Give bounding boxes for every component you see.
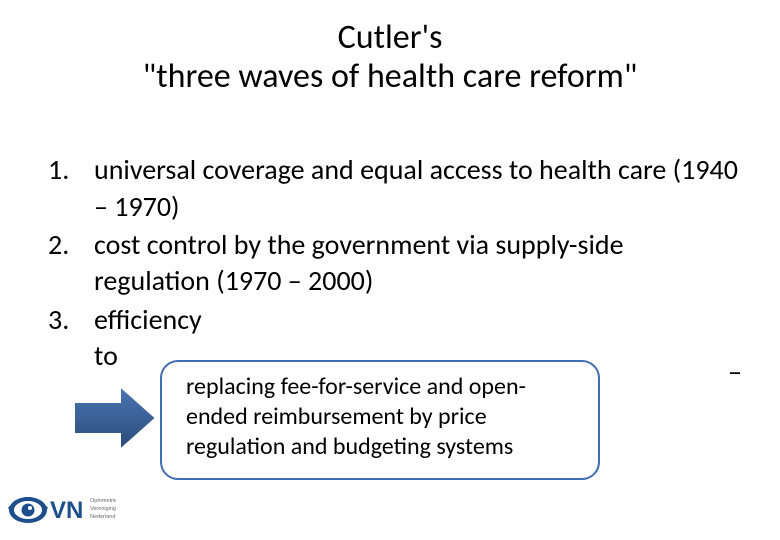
list-item: 1. universal coverage and equal access t… [46,152,740,225]
list-text: universal coverage and equal access to h… [94,152,740,225]
list-number: 1. [46,152,94,188]
right-arrow-icon [70,382,160,454]
slide-title: Cutler's "three waves of health care ref… [40,18,740,96]
title-line-1: Cutler's [40,18,740,57]
svg-text:Optometrie: Optometrie [90,498,116,504]
list-text: cost control by the government via suppl… [94,227,740,300]
numbered-list: 1. universal coverage and equal access t… [40,152,740,374]
ovn-logo: VN Optometrie Vereniging Nederland [8,484,116,532]
svg-text:VN: VN [50,497,83,524]
title-line-2: "three waves of health care reform" [40,57,740,96]
list-number: 2. [46,227,94,263]
slide: Cutler's "three waves of health care ref… [0,0,780,540]
list-item-3-trailing: – [728,354,742,389]
svg-text:Nederland: Nederland [90,514,115,520]
list-text-suffix: to [94,338,118,373]
list-item: 2. cost control by the government via su… [46,227,740,300]
callout-text: replacing fee-for-service and open-ended… [186,372,526,461]
svg-text:Vereniging: Vereniging [90,506,116,512]
list-number: 3. [46,302,94,338]
list-text-prefix: efficiency [94,302,202,337]
callout-box: replacing fee-for-service and open-ended… [160,360,600,480]
